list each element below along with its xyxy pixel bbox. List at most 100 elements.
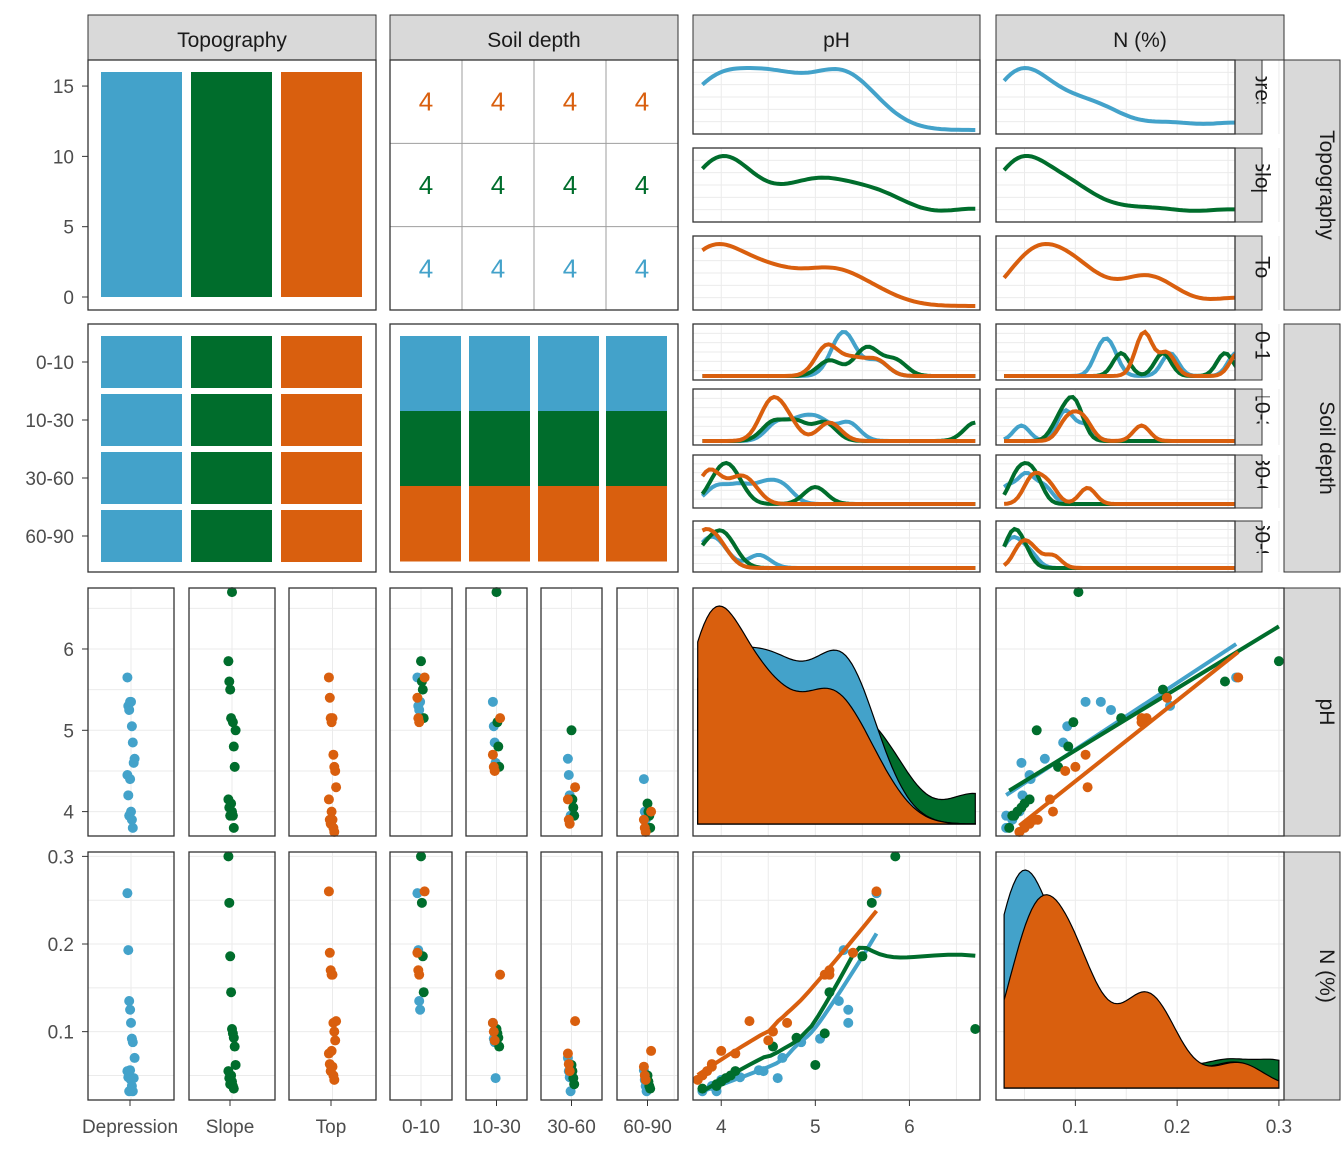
data-point bbox=[1095, 696, 1106, 707]
data-point bbox=[1047, 806, 1058, 817]
data-point bbox=[487, 1017, 498, 1028]
density-line-top bbox=[700, 467, 976, 506]
y-tick-label: 60-90 bbox=[25, 527, 74, 548]
data-point bbox=[1031, 725, 1042, 736]
data-point bbox=[562, 753, 573, 764]
data-point bbox=[1082, 782, 1093, 793]
sub-strip-label: 10-30 bbox=[1251, 390, 1274, 444]
data-point bbox=[123, 790, 134, 801]
mosaic-cell-slope bbox=[191, 394, 272, 446]
data-point bbox=[126, 806, 136, 817]
data-point bbox=[228, 822, 239, 833]
count-table-panel-border bbox=[389, 59, 679, 311]
y-tick-label: 6 bbox=[63, 640, 74, 661]
row-strip-label: Topography bbox=[1315, 130, 1338, 240]
y-tick-label: 0-10 bbox=[36, 353, 74, 374]
data-point bbox=[640, 1074, 651, 1085]
col-strip-3 bbox=[995, 14, 1285, 61]
count-cell: 4 bbox=[491, 87, 505, 117]
data-point bbox=[843, 1017, 854, 1028]
sub-strip-label: Top bbox=[1251, 256, 1274, 290]
strip-panel-border bbox=[188, 587, 276, 837]
data-point bbox=[843, 1004, 854, 1015]
data-point bbox=[414, 969, 425, 980]
data-point bbox=[570, 782, 581, 793]
data-point bbox=[1070, 761, 1081, 772]
data-point bbox=[327, 1061, 338, 1072]
data-point bbox=[226, 798, 237, 809]
data-point bbox=[414, 704, 425, 715]
density-line-top bbox=[702, 342, 976, 378]
stacked-bar-depression bbox=[606, 336, 667, 412]
sub-strip-label: 60-90 bbox=[1251, 520, 1274, 574]
y-tick-label: 4 bbox=[63, 803, 74, 824]
data-point bbox=[1273, 656, 1284, 667]
n-ph-scatter-bg bbox=[693, 852, 980, 1100]
ph-topo-facet-border bbox=[692, 147, 981, 223]
stacked-depth-panel-border bbox=[389, 323, 679, 573]
data-point bbox=[323, 672, 334, 683]
data-point bbox=[324, 692, 335, 703]
data-point bbox=[329, 1026, 340, 1037]
data-point bbox=[564, 818, 575, 829]
y-tick-label: 5 bbox=[63, 721, 74, 742]
data-point bbox=[417, 684, 428, 695]
x-tick-label: 0-10 bbox=[402, 1117, 440, 1138]
data-point bbox=[1016, 757, 1027, 768]
density-line-top bbox=[702, 394, 976, 443]
data-point bbox=[125, 1065, 136, 1076]
data-point bbox=[127, 822, 138, 833]
data-point bbox=[493, 741, 504, 752]
data-point bbox=[1039, 753, 1050, 764]
data-point bbox=[412, 692, 423, 703]
count-cell: 4 bbox=[635, 170, 649, 200]
data-point bbox=[124, 704, 135, 715]
mosaic-cell-depression bbox=[101, 452, 182, 504]
data-point bbox=[414, 995, 425, 1006]
x-tick-label: Top bbox=[316, 1117, 347, 1138]
data-point bbox=[1060, 765, 1071, 776]
count-cell: 4 bbox=[635, 253, 649, 283]
ph-depth-facet-border bbox=[692, 520, 981, 573]
data-point bbox=[123, 945, 134, 956]
data-point bbox=[225, 951, 236, 962]
data-point bbox=[1063, 741, 1074, 752]
y-tick-label: 0.3 bbox=[48, 847, 74, 868]
x-tick-label: 0.1 bbox=[1062, 1117, 1088, 1138]
data-point bbox=[1233, 672, 1244, 683]
data-point bbox=[1080, 696, 1091, 707]
data-point bbox=[126, 814, 137, 825]
count-cell: 4 bbox=[419, 87, 433, 117]
y-tick-label: 0.2 bbox=[48, 935, 74, 956]
ph-depth-facet-border bbox=[692, 454, 981, 509]
mosaic-cell-top bbox=[281, 510, 362, 562]
data-point bbox=[638, 1061, 649, 1072]
data-point bbox=[1157, 684, 1168, 695]
data-point bbox=[847, 947, 858, 958]
sub-strip-label: 30-60 bbox=[1251, 455, 1274, 509]
stacked-bar-slope bbox=[606, 411, 667, 487]
data-point bbox=[227, 810, 238, 821]
count-cell: 4 bbox=[563, 253, 577, 283]
n-depth-facet-border bbox=[995, 323, 1236, 381]
ph-depth-facet-border bbox=[692, 388, 981, 446]
data-point bbox=[866, 897, 877, 908]
data-point bbox=[890, 851, 901, 862]
data-point bbox=[871, 886, 882, 897]
mosaic-cell-depression bbox=[101, 394, 182, 446]
sub-strip-1 bbox=[1234, 147, 1263, 223]
bar-depression bbox=[101, 72, 182, 297]
col-strip-label: Soil depth bbox=[487, 29, 580, 52]
ph-topo-facet-border bbox=[692, 235, 981, 311]
row-strip-label: Soil depth bbox=[1315, 401, 1338, 494]
data-point bbox=[970, 1024, 981, 1035]
data-point bbox=[646, 806, 657, 817]
data-point bbox=[1007, 810, 1018, 821]
y-tick-label: 0.1 bbox=[48, 1023, 74, 1044]
data-point bbox=[744, 1016, 755, 1027]
data-point bbox=[569, 1079, 580, 1090]
bar-slope bbox=[191, 72, 272, 297]
density-line-top bbox=[1004, 329, 1235, 378]
data-point bbox=[1136, 713, 1147, 724]
mosaic-cell-depression bbox=[101, 336, 182, 388]
